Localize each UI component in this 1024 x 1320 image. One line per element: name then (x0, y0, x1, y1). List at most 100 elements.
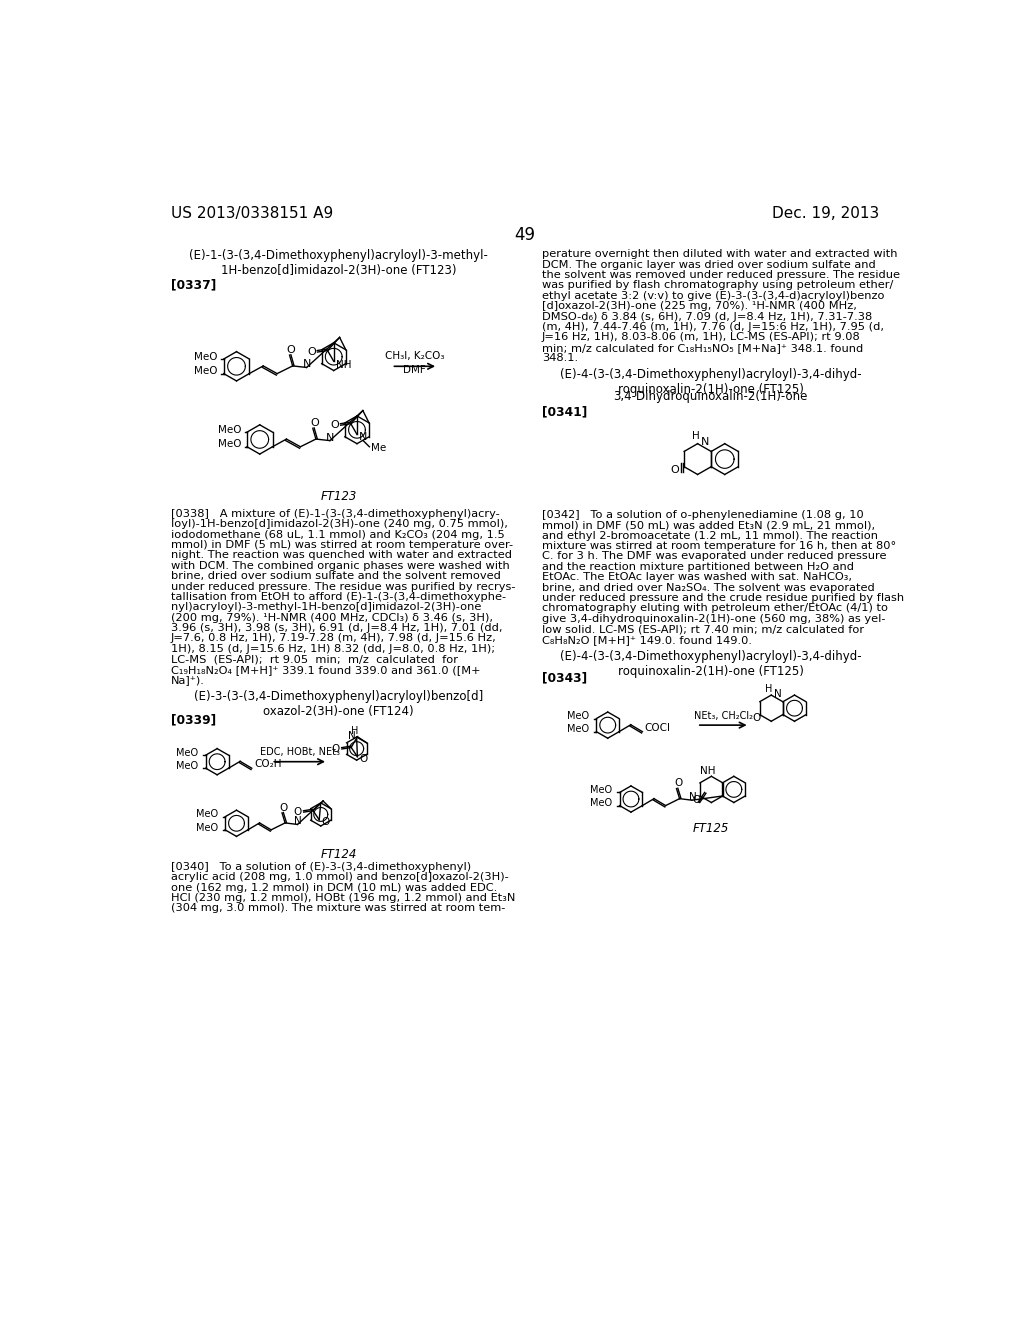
Text: N: N (774, 689, 782, 700)
Text: O: O (692, 795, 700, 805)
Text: 348.1.: 348.1. (542, 354, 578, 363)
Text: [0337]: [0337] (171, 279, 216, 292)
Text: O: O (332, 744, 340, 754)
Text: FT123: FT123 (321, 490, 357, 503)
Text: US 2013/0338151 A9: US 2013/0338151 A9 (171, 206, 333, 222)
Text: MeO: MeO (176, 748, 199, 758)
Text: N: N (359, 432, 368, 442)
Text: 3.96 (s, 3H), 3.98 (s, 3H), 6.91 (d, J=8.4 Hz, 1H), 7.01 (dd,: 3.96 (s, 3H), 3.98 (s, 3H), 6.91 (d, J=8… (171, 623, 502, 634)
Text: [0343]: [0343] (542, 671, 587, 684)
Text: J=7.6, 0.8 Hz, 1H), 7.19-7.28 (m, 4H), 7.98 (d, J=15.6 Hz,: J=7.6, 0.8 Hz, 1H), 7.19-7.28 (m, 4H), 7… (171, 634, 497, 643)
Text: under reduced pressure and the crude residue purified by flash: under reduced pressure and the crude res… (542, 593, 904, 603)
Text: 3,4-Dihydroquinoxalin-2(1H)-one: 3,4-Dihydroquinoxalin-2(1H)-one (613, 389, 808, 403)
Text: CO₂H: CO₂H (254, 759, 282, 770)
Text: MeO: MeO (567, 725, 589, 734)
Text: (200 mg, 79%). ¹H-NMR (400 MHz, CDCl₃) δ 3.46 (s, 3H),: (200 mg, 79%). ¹H-NMR (400 MHz, CDCl₃) δ… (171, 612, 493, 623)
Text: N: N (701, 437, 710, 447)
Text: (E)-3-(3-(3,4-Dimethoxyphenyl)acryloyl)benzo[d]
oxazol-2(3H)-one (FT124): (E)-3-(3-(3,4-Dimethoxyphenyl)acryloyl)b… (195, 690, 483, 718)
Text: iododomethane (68 uL, 1.1 mmol) and K₂CO₃ (204 mg, 1.5: iododomethane (68 uL, 1.1 mmol) and K₂CO… (171, 529, 505, 540)
Text: O: O (310, 418, 318, 428)
Text: MeO: MeO (590, 785, 612, 795)
Text: O: O (280, 803, 288, 813)
Text: DMSO-d₆) δ 3.84 (s, 6H), 7.09 (d, J=8.4 Hz, 1H), 7.31-7.38: DMSO-d₆) δ 3.84 (s, 6H), 7.09 (d, J=8.4 … (542, 312, 872, 322)
Text: EtOAc. The EtOAc layer was washed with sat. NaHCO₃,: EtOAc. The EtOAc layer was washed with s… (542, 573, 852, 582)
Text: O: O (670, 465, 679, 475)
Text: N: N (689, 792, 696, 803)
Text: mmol) in DMF (5 mL) was stirred at room temperature over-: mmol) in DMF (5 mL) was stirred at room … (171, 540, 513, 550)
Text: ethyl acetate 3:2 (v:v) to give (E)-3-(3-(3,4-d)acryloyl)benzo: ethyl acetate 3:2 (v:v) to give (E)-3-(3… (542, 290, 885, 301)
Text: min; m/z calculated for C₁₈H₁₅NO₅ [M+Na]⁺ 348.1. found: min; m/z calculated for C₁₈H₁₅NO₅ [M+Na]… (542, 343, 863, 352)
Text: (E)-4-(3-(3,4-Dimethoxyphenyl)acryloyl)-3,4-dihyd-
roquinoxalin-2(1H)-one (FT125: (E)-4-(3-(3,4-Dimethoxyphenyl)acryloyl)-… (560, 368, 861, 396)
Text: H: H (765, 684, 773, 694)
Text: the solvent was removed under reduced pressure. The residue: the solvent was removed under reduced pr… (542, 271, 900, 280)
Text: [0340]   To a solution of (E)-3-(3,4-dimethoxyphenyl): [0340] To a solution of (E)-3-(3,4-dimet… (171, 862, 471, 871)
Text: N: N (326, 433, 334, 442)
Text: chromatography eluting with petroleum ether/EtOAc (4/1) to: chromatography eluting with petroleum et… (542, 603, 888, 614)
Text: O: O (330, 420, 339, 430)
Text: brine, and dried over Na₂SO₄. The solvent was evaporated: brine, and dried over Na₂SO₄. The solven… (542, 582, 874, 593)
Text: low solid. LC-MS (ES-API); rt 7.40 min; m/z calculated for: low solid. LC-MS (ES-API); rt 7.40 min; … (542, 624, 864, 634)
Text: MeO: MeO (217, 440, 241, 449)
Text: FT125: FT125 (692, 822, 729, 836)
Text: CH₃I, K₂CO₃: CH₃I, K₂CO₃ (385, 351, 444, 360)
Text: Dec. 19, 2013: Dec. 19, 2013 (772, 206, 880, 222)
Text: MeO: MeO (196, 822, 218, 833)
Text: Na]⁺).: Na]⁺). (171, 675, 205, 685)
Text: [0341]: [0341] (542, 405, 587, 418)
Text: 1H), 8.15 (d, J=15.6 Hz, 1H) 8.32 (dd, J=8.0, 0.8 Hz, 1H);: 1H), 8.15 (d, J=15.6 Hz, 1H) 8.32 (dd, J… (171, 644, 495, 653)
Text: [0338]   A mixture of (E)-1-(3-(3,4-dimethoxyphenyl)acry-: [0338] A mixture of (E)-1-(3-(3,4-dimeth… (171, 508, 500, 519)
Text: acrylic acid (208 mg, 1.0 mmol) and benzo[d]oxazol-2(3H)-: acrylic acid (208 mg, 1.0 mmol) and benz… (171, 873, 508, 882)
Text: under reduced pressure. The residue was purified by recrys-: under reduced pressure. The residue was … (171, 582, 515, 591)
Text: mmol) in DMF (50 mL) was added Et₃N (2.9 mL, 21 mmol),: mmol) in DMF (50 mL) was added Et₃N (2.9… (542, 520, 874, 531)
Text: DMF: DMF (403, 366, 426, 375)
Text: [0339]: [0339] (171, 713, 216, 726)
Text: MeO: MeO (196, 809, 218, 820)
Text: J=16 Hz, 1H), 8.03-8.06 (m, 1H), LC-MS (ES-API); rt 9.08: J=16 Hz, 1H), 8.03-8.06 (m, 1H), LC-MS (… (542, 333, 860, 342)
Text: MeO: MeO (195, 367, 218, 376)
Text: COCl: COCl (645, 723, 671, 733)
Text: brine, dried over sodium sulfate and the solvent removed: brine, dried over sodium sulfate and the… (171, 572, 501, 581)
Text: O: O (753, 713, 761, 723)
Text: MeO: MeO (567, 711, 589, 721)
Text: O: O (322, 817, 330, 828)
Text: nyl)acryloyl)-3-methyl-1H-benzo[d]imidazol-2(3H)-one: nyl)acryloyl)-3-methyl-1H-benzo[d]imidaz… (171, 602, 481, 612)
Text: MeO: MeO (195, 351, 218, 362)
Text: C₈H₈N₂O [M+H]⁺ 149.0. found 149.0.: C₈H₈N₂O [M+H]⁺ 149.0. found 149.0. (542, 635, 752, 644)
Text: FT124: FT124 (321, 847, 357, 861)
Text: and the reaction mixture partitioned between H₂O and: and the reaction mixture partitioned bet… (542, 562, 854, 572)
Text: MeO: MeO (590, 799, 612, 808)
Text: C₁₉H₁₈N₂O₄ [M+H]⁺ 339.1 found 339.0 and 361.0 ([M+: C₁₉H₁₈N₂O₄ [M+H]⁺ 339.1 found 339.0 and … (171, 665, 480, 675)
Text: HCl (230 mg, 1.2 mmol), HOBt (196 mg, 1.2 mmol) and Et₃N: HCl (230 mg, 1.2 mmol), HOBt (196 mg, 1.… (171, 892, 515, 903)
Text: MeO: MeO (217, 425, 241, 434)
Text: C. for 3 h. The DMF was evaporated under reduced pressure: C. for 3 h. The DMF was evaporated under… (542, 552, 887, 561)
Text: (304 mg, 3.0 mmol). The mixture was stirred at room tem-: (304 mg, 3.0 mmol). The mixture was stir… (171, 903, 505, 913)
Text: 49: 49 (514, 226, 536, 244)
Text: O: O (674, 779, 682, 788)
Text: [0342]   To a solution of o-phenylenediamine (1.08 g, 10: [0342] To a solution of o-phenylenediami… (542, 510, 863, 520)
Text: O: O (294, 807, 302, 817)
Text: loyl)-1H-benzo[d]imidazol-2(3H)-one (240 mg, 0.75 mmol),: loyl)-1H-benzo[d]imidazol-2(3H)-one (240… (171, 519, 508, 529)
Text: O: O (287, 345, 296, 355)
Text: (m, 4H), 7.44-7.46 (m, 1H), 7.76 (d, J=15:6 Hz, 1H), 7.95 (d,: (m, 4H), 7.44-7.46 (m, 1H), 7.76 (d, J=1… (542, 322, 884, 333)
Text: and ethyl 2-bromoacetate (1.2 mL, 11 mmol). The reaction: and ethyl 2-bromoacetate (1.2 mL, 11 mmo… (542, 531, 878, 541)
Text: one (162 mg, 1.2 mmol) in DCM (10 mL) was added EDC.: one (162 mg, 1.2 mmol) in DCM (10 mL) wa… (171, 883, 497, 892)
Text: DCM. The organic layer was dried over sodium sulfate and: DCM. The organic layer was dried over so… (542, 260, 876, 269)
Text: NEt₃, CH₂Cl₂: NEt₃, CH₂Cl₂ (693, 711, 753, 721)
Text: [d]oxazol-2(3H)-one (225 mg, 70%). ¹H-NMR (400 MHz,: [d]oxazol-2(3H)-one (225 mg, 70%). ¹H-NM… (542, 301, 857, 312)
Text: N: N (295, 816, 302, 826)
Text: NH: NH (336, 360, 351, 370)
Text: O: O (307, 347, 315, 356)
Text: H: H (692, 432, 700, 441)
Text: perature overnight then diluted with water and extracted with: perature overnight then diluted with wat… (542, 249, 897, 259)
Text: O: O (359, 754, 368, 764)
Text: N: N (348, 731, 356, 741)
Text: night. The reaction was quenched with water and extracted: night. The reaction was quenched with wa… (171, 550, 512, 560)
Text: MeO: MeO (176, 760, 199, 771)
Text: was purified by flash chromatography using petroleum ether/: was purified by flash chromatography usi… (542, 280, 893, 290)
Text: mixture was stirred at room temperature for 16 h, then at 80°: mixture was stirred at room temperature … (542, 541, 896, 550)
Text: (E)-4-(3-(3,4-Dimethoxyphenyl)acryloyl)-3,4-dihyd-
roquinoxalin-2(1H)-one (FT125: (E)-4-(3-(3,4-Dimethoxyphenyl)acryloyl)-… (560, 649, 861, 677)
Text: LC-MS  (ES-API);  rt 9.05  min;  m/z  calculated  for: LC-MS (ES-API); rt 9.05 min; m/z calcula… (171, 655, 458, 664)
Text: with DCM. The combined organic phases were washed with: with DCM. The combined organic phases we… (171, 561, 509, 570)
Text: Me: Me (371, 444, 386, 453)
Text: give 3,4-dihydroquinoxalin-2(1H)-one (560 mg, 38%) as yel-: give 3,4-dihydroquinoxalin-2(1H)-one (56… (542, 614, 886, 624)
